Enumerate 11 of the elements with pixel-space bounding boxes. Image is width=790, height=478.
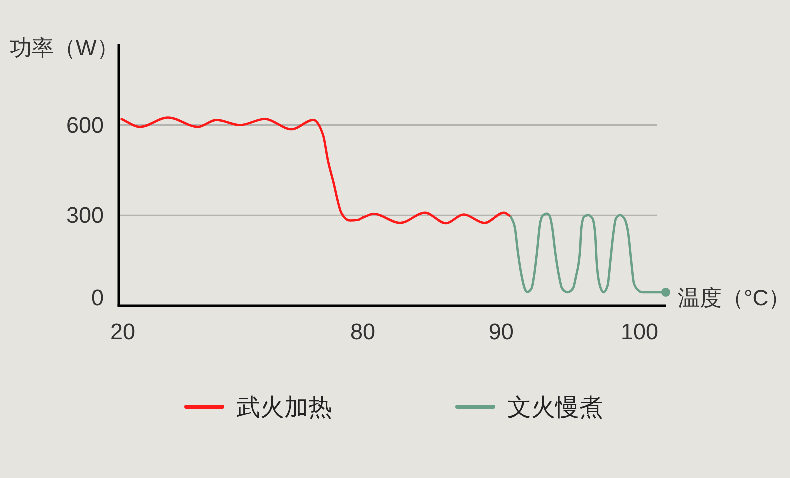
y-axis-title: 功率（W） — [10, 36, 119, 60]
y-tick-label: 600 — [66, 112, 104, 138]
x-tick-label: 80 — [350, 320, 376, 344]
legend-label: 文火慢煮 — [508, 394, 604, 422]
x-axis-title: 温度（°C） — [678, 286, 790, 310]
x-tick-label: 20 — [110, 320, 136, 344]
y-tick-label: 300 — [66, 203, 104, 228]
x-tick-label: 100 — [620, 320, 658, 344]
x-tick-label: 90 — [488, 320, 514, 344]
legend-label: 武火加热 — [236, 394, 332, 422]
y-tick-label: 0 — [91, 286, 104, 310]
